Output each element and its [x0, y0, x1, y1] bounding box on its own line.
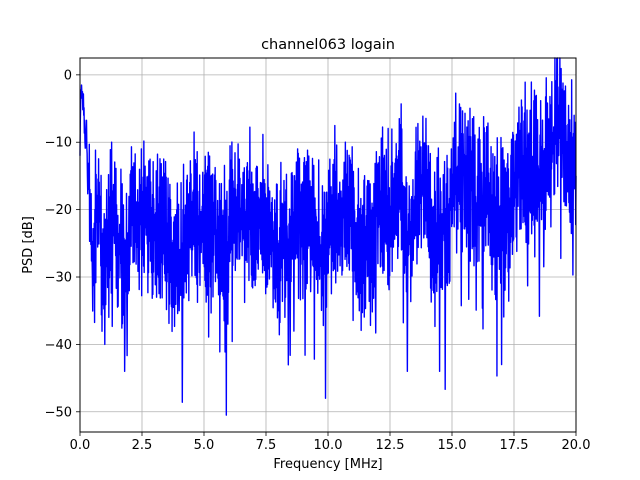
- x-tick-label: 15.0: [438, 438, 467, 453]
- tick-layer: 0.0 2.5 5.0 7.5 10.0 12.5 15.0 17.5 20.0 0 −10 −20 −…: [45, 68, 591, 453]
- x-tick-label: 20.0: [562, 438, 591, 453]
- x-axis-label: Frequency [MHz]: [273, 457, 382, 472]
- y-tick-label: −20: [45, 203, 72, 218]
- y-axis-label: PSD [dB]: [21, 216, 36, 274]
- y-tick-label: −50: [45, 405, 72, 420]
- x-tick-label: 5.0: [194, 438, 215, 453]
- x-tick-label: 0.0: [70, 438, 91, 453]
- y-tick-label: −40: [45, 338, 72, 353]
- data-layer: [79, 57, 577, 416]
- series-line: [79, 57, 577, 416]
- x-tick-label: 12.5: [376, 438, 405, 453]
- chart-title: channel063 logain: [261, 37, 395, 53]
- x-tick-label: 2.5: [132, 438, 153, 453]
- x-tick-label: 10.0: [314, 438, 343, 453]
- y-tick-label: −10: [45, 136, 72, 151]
- y-tick-label: 0: [64, 68, 72, 83]
- x-tick-label: 17.5: [500, 438, 529, 453]
- x-tick-label: 7.5: [256, 438, 277, 453]
- y-tick-label: −30: [45, 271, 72, 286]
